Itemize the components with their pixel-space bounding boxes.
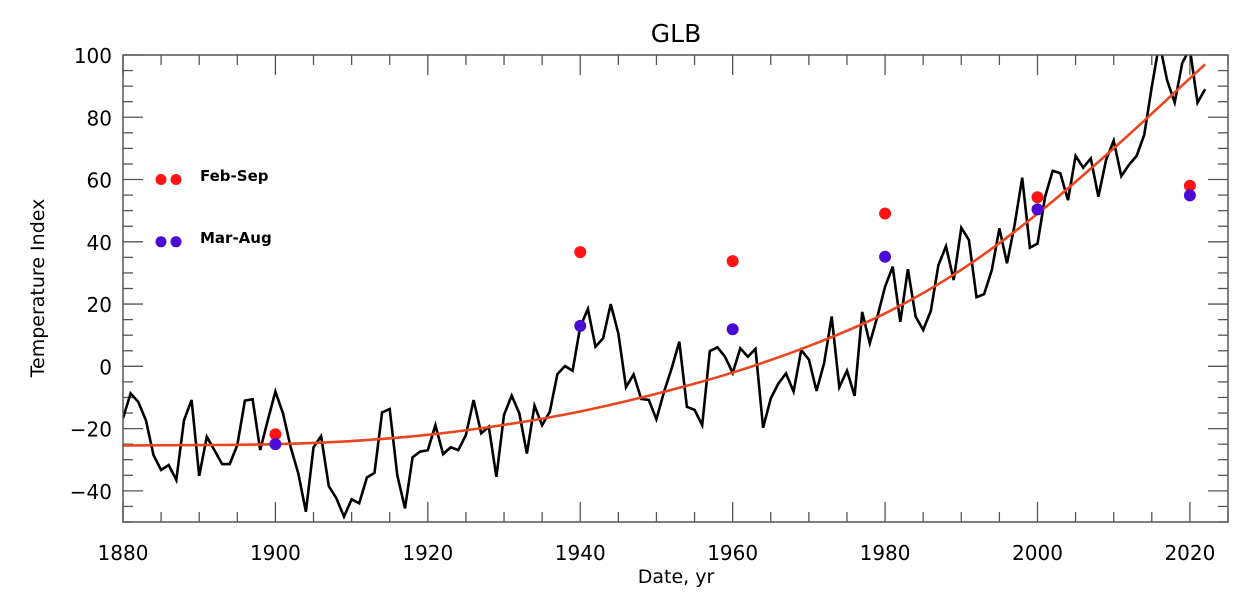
y-axis-label: Temperature Index xyxy=(27,199,49,379)
x-tick-label: 1960 xyxy=(707,541,758,565)
y-tick-label: 20 xyxy=(87,293,112,317)
plot-area xyxy=(123,55,1207,521)
point-feb-sep xyxy=(269,428,282,441)
point-feb-sep xyxy=(879,207,892,220)
y-tick-label: 60 xyxy=(87,169,112,193)
y-tick-label: 0 xyxy=(99,355,112,379)
y-tick-label: 40 xyxy=(87,231,112,255)
x-tick-label: 1880 xyxy=(98,541,149,565)
point-mar-aug xyxy=(879,250,892,263)
annual-index-line xyxy=(123,55,1207,521)
legend-marker-feb-sep xyxy=(155,174,167,186)
data-points xyxy=(269,179,1196,451)
point-feb-sep xyxy=(726,255,739,268)
point-mar-aug xyxy=(1183,189,1196,202)
plot-frame xyxy=(122,54,1229,523)
trend-curve xyxy=(123,63,1207,447)
chart-title: GLB xyxy=(651,19,701,48)
y-tick-label: −20 xyxy=(70,418,112,442)
x-axis-label: Date, yr xyxy=(638,566,715,588)
legend-marker-mar-aug xyxy=(170,236,182,248)
x-tick-label: 1980 xyxy=(860,541,911,565)
x-tick-label: 1920 xyxy=(402,541,453,565)
y-tick-labels: −40 −20 0 20 40 60 80 100 xyxy=(70,44,112,504)
point-mar-aug xyxy=(574,319,587,332)
x-tick-label: 1900 xyxy=(250,541,301,565)
point-feb-sep xyxy=(574,246,587,259)
y-tick-label: −40 xyxy=(70,480,112,504)
point-feb-sep xyxy=(1031,191,1044,204)
legend: Feb-Sep Mar-Aug xyxy=(155,167,272,248)
legend-label-mar-aug: Mar-Aug xyxy=(200,229,272,247)
legend-marker-mar-aug xyxy=(155,236,167,248)
x-tick-label: 1940 xyxy=(555,541,606,565)
point-feb-sep xyxy=(1183,179,1196,192)
x-tick-label: 2020 xyxy=(1164,541,1215,565)
x-tick-label: 2000 xyxy=(1012,541,1063,565)
y-tick-label: 100 xyxy=(74,44,112,68)
x-tick-labels: 1880 1900 1920 1940 1960 1980 2000 2020 xyxy=(98,541,1216,565)
legend-marker-feb-sep xyxy=(170,174,182,186)
point-mar-aug xyxy=(1031,203,1044,216)
axis-ticks xyxy=(122,54,1229,523)
point-mar-aug xyxy=(269,438,282,451)
y-tick-label: 80 xyxy=(87,106,112,130)
point-mar-aug xyxy=(726,323,739,336)
legend-label-feb-sep: Feb-Sep xyxy=(200,167,269,185)
